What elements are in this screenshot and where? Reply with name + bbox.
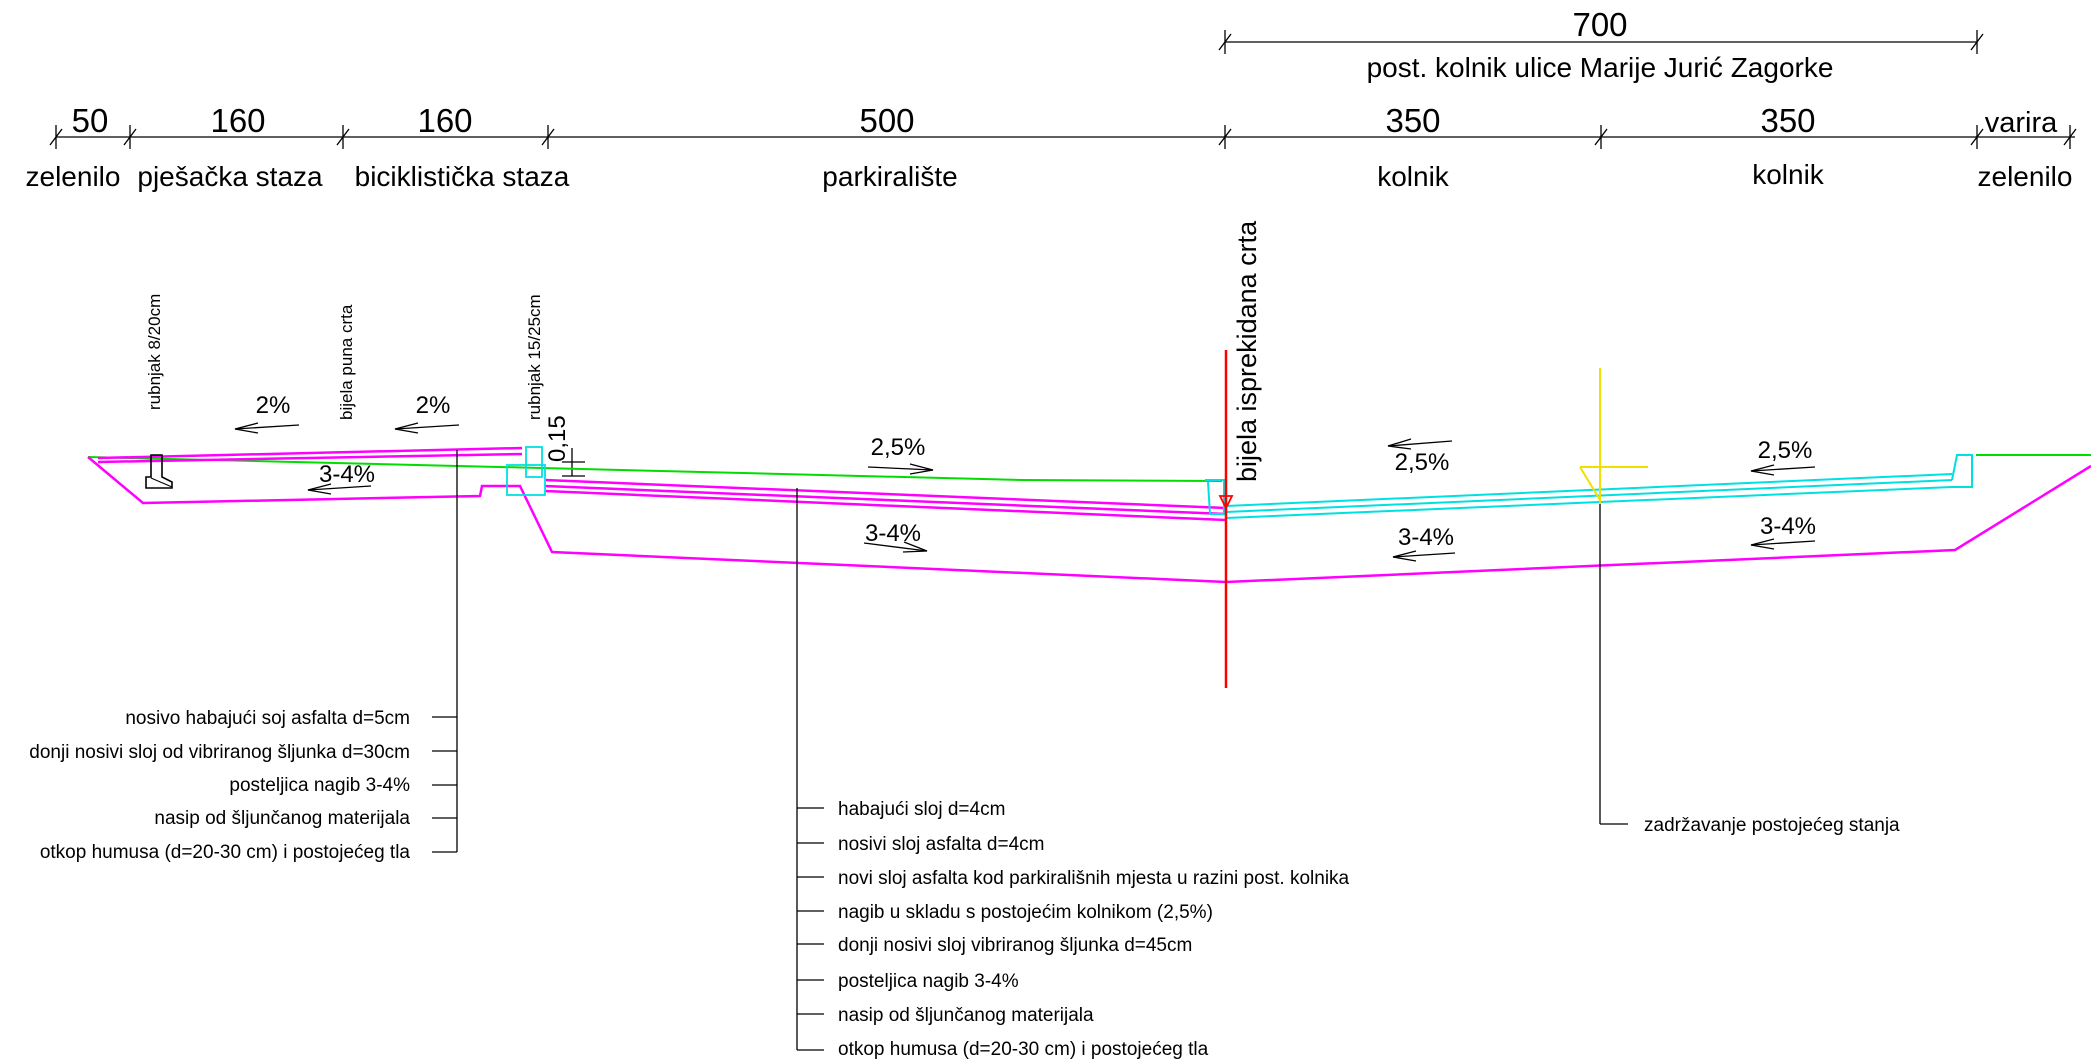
curb-small-icon: [145, 454, 173, 489]
legend-middle-2: nosivi sloj asfalta d=4cm: [838, 834, 1044, 855]
legend-middle-7: nasip od šljunčanog materijala: [838, 1005, 1094, 1026]
slope-bike: 2%: [416, 392, 451, 419]
zone-label-7: zelenilo: [1978, 161, 2073, 192]
legend-middle-8: otkop humusa (d=20-30 cm) i postojećeg t…: [838, 1039, 1209, 1060]
dim-segment-3: 160: [417, 102, 472, 139]
slope-walk-base: 3-4%: [319, 461, 375, 488]
legend-middle-3: novi sloj asfalta kod parkirališnih mjes…: [838, 868, 1350, 889]
slope-parking: 2,5%: [871, 434, 926, 461]
zone-label-6: kolnik: [1752, 159, 1825, 190]
axis-marker-icon: [1218, 495, 1234, 511]
label-white-dashed-line: bijela isprekidana crta: [1232, 220, 1262, 482]
zone-label-2: pješačka staza: [137, 161, 323, 192]
dimension-lines: [49, 30, 2077, 149]
dim-top-total: 700: [1572, 6, 1627, 43]
label-white-solid-line: bijela puna crta: [337, 304, 356, 420]
dim-top-title: post. kolnik ulice Marije Jurić Zagorke: [1367, 52, 1834, 83]
legend-left-3: posteljica nagib 3-4%: [229, 775, 410, 796]
label-curb-small: rubnjak 8/20cm: [145, 294, 164, 410]
label-curb-large: rubnjak 15/25cm: [525, 294, 544, 420]
legend-left-2: donji nosivi sloj od vibriranog šljunka …: [29, 742, 410, 763]
dim-segment-7: varira: [1985, 107, 2058, 139]
zone-label-5: kolnik: [1377, 161, 1450, 192]
zone-label-1: zelenilo: [26, 161, 121, 192]
dim-segment-6: 350: [1760, 102, 1815, 139]
legend-right-1: zadržavanje postojećeg stanja: [1644, 815, 1900, 836]
existing-road-layers: [1205, 454, 1973, 519]
new-structure-layers: [87, 446, 2091, 584]
legend-left-1: nosivo habajući soj asfalta d=5cm: [125, 708, 410, 729]
label-curb-height: 0,15: [544, 415, 571, 462]
legend-left-4: nasip od šljunčanog materijala: [154, 808, 410, 829]
dim-segment-1: 50: [72, 102, 109, 139]
existing-ground-line: [87, 456, 1223, 482]
slope-walk: 2%: [256, 392, 291, 419]
retained-marker: [1579, 368, 1648, 504]
slope-lane-1: 2,5%: [1395, 449, 1450, 476]
slope-lane-2-base: 3-4%: [1760, 513, 1816, 540]
legend-middle-4: nagib u skladu s postojećim kolnikom (2,…: [838, 902, 1213, 923]
zone-label-3: biciklistička staza: [355, 161, 570, 192]
zone-label-4: parkiralište: [822, 161, 957, 192]
slope-arrows: [234, 422, 1816, 562]
dim-segment-4: 500: [859, 102, 914, 139]
slope-lane-2: 2,5%: [1758, 437, 1813, 464]
legend-left-5: otkop humusa (d=20-30 cm) i postojećeg t…: [40, 842, 411, 863]
dim-segment-2: 160: [210, 102, 265, 139]
slope-lane-1-base: 3-4%: [1398, 524, 1454, 551]
dim-segment-5: 350: [1385, 102, 1440, 139]
curb-large-icon: [506, 446, 546, 496]
curb-height-dimension: [562, 448, 585, 477]
legend-middle-5: donji nosivi sloj vibriranog šljunka d=4…: [838, 935, 1192, 956]
slope-parking-base: 3-4%: [865, 520, 921, 547]
legend-middle-6: posteljica nagib 3-4%: [838, 971, 1019, 992]
legend-middle-1: habajući sloj d=4cm: [838, 799, 1005, 820]
legend-leaders: [432, 450, 1628, 1051]
